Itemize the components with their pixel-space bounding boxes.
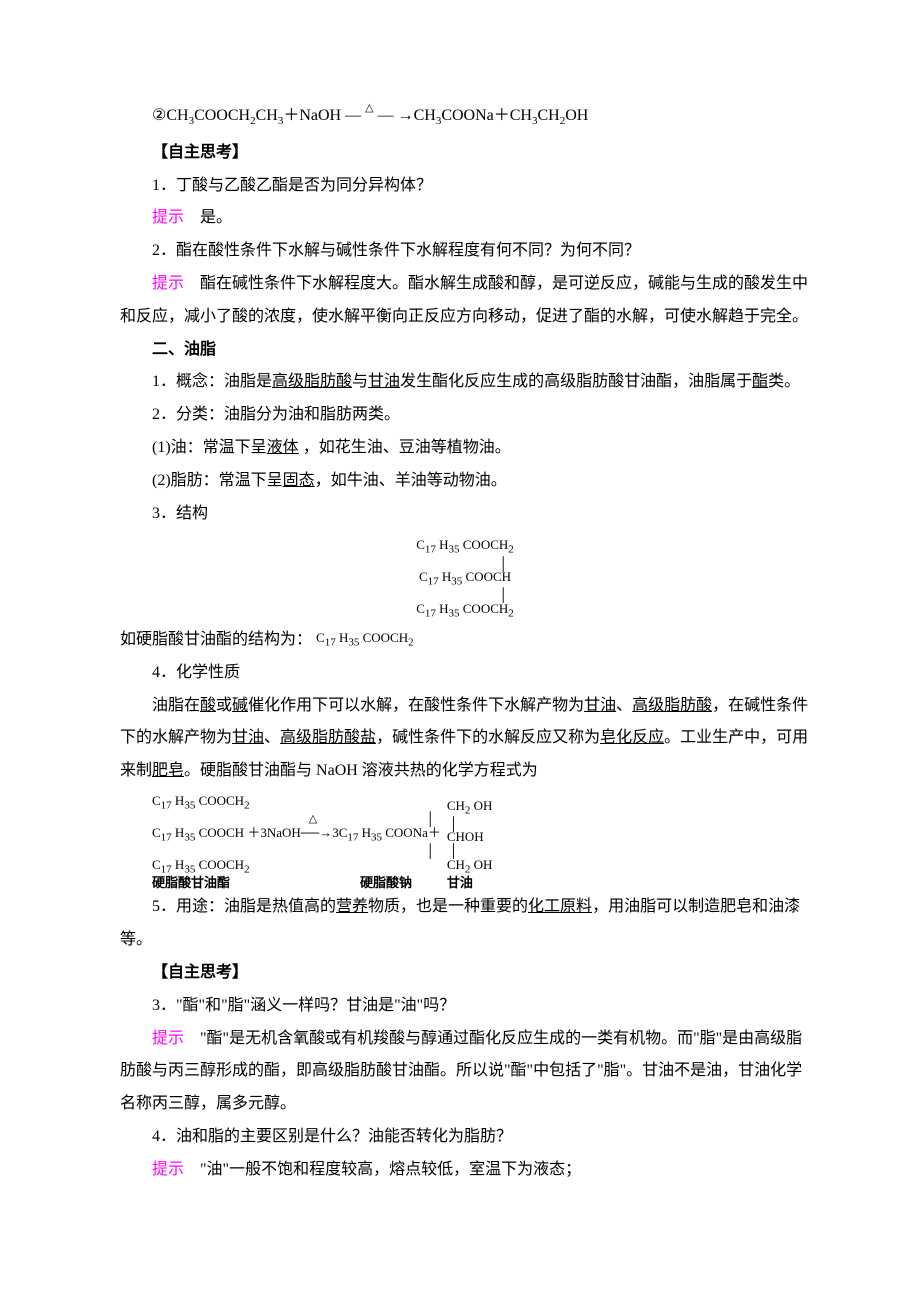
para-fat: (2)脂肪：常温下呈固态，如牛油、羊油等动物油。 xyxy=(120,465,810,498)
hint-label: 提示 xyxy=(152,275,184,292)
question-1: 1．丁酸与乙酸乙酯是否为同分异构体？ xyxy=(120,170,810,203)
para-oil: (1)油：常温下呈液体 ，如花生油、豆油等植物油。 xyxy=(120,432,810,465)
reaction-equation: C17 H35 COOCH2 │ C17 H35 COOCH ＋3NaOH△──… xyxy=(120,794,810,889)
document-page: ②CH3COOCH2CH3＋NaOH — △ — →CH3COONa＋CH3CH… xyxy=(0,0,920,1302)
para-chem-body: 油脂在酸或碱催化作用下可以水解，在酸性条件下水解产物为甘油、高级脂肪酸，在碱性条… xyxy=(120,690,810,788)
para-structure-h: 3．结构 xyxy=(120,498,810,531)
hint-label: 提示 xyxy=(152,209,184,226)
answer-2: 提示 酯在碱性条件下水解程度大。酯水解生成酸和醇，是可逆反应，碱能与生成的酸发生… xyxy=(120,268,810,334)
question-3: 3．"酯"和"脂"涵义一样吗？甘油是"油"吗？ xyxy=(120,990,810,1023)
para-concept: 1．概念：油脂是高级脂肪酸与甘油发生酯化反应生成的高级脂肪酸甘油酯，油脂属于酯类… xyxy=(120,366,810,399)
structure-formula: C17 H35 COOCH2 │ C17 H35 COOCH │ C17 H35… xyxy=(120,538,810,620)
eq-prefix: ② xyxy=(152,107,166,124)
section-self-think-1: 【自主思考】 xyxy=(120,137,810,170)
answer-4: 提示 "油"一般不饱和程度较高，熔点较低，室温下为液态； xyxy=(120,1154,810,1187)
equation-2: ②CH3COOCH2CH3＋NaOH — △ — →CH3COONa＋CH3CH… xyxy=(120,100,810,133)
question-4: 4．油和脂的主要区别是什么？油能否转化为脂肪？ xyxy=(120,1121,810,1154)
heading-2: 二、油脂 xyxy=(120,334,810,367)
answer-3: 提示 "酯"是无机含氧酸或有机羧酸与醇通过酯化反应生成的一类有机物。而"脂"是由… xyxy=(120,1023,810,1121)
answer-1: 提示 是。 xyxy=(120,202,810,235)
hint-label: 提示 xyxy=(152,1161,184,1178)
section-self-think-2: 【自主思考】 xyxy=(120,957,810,990)
para-structure-label: 如硬脂酸甘油酯的结构为： C17 H35 COOCH2 xyxy=(120,624,810,657)
para-chem-h: 4．化学性质 xyxy=(120,657,810,690)
hint-label: 提示 xyxy=(152,1030,184,1047)
question-2: 2．酯在酸性条件下水解与碱性条件下水解程度有何不同？为何不同？ xyxy=(120,235,810,268)
para-classify: 2．分类：油脂分为油和脂肪两类。 xyxy=(120,399,810,432)
para-use: 5．用途：油脂是热值高的营养物质，也是一种重要的化工原料，用油脂可以制造肥皂和油… xyxy=(120,891,810,957)
